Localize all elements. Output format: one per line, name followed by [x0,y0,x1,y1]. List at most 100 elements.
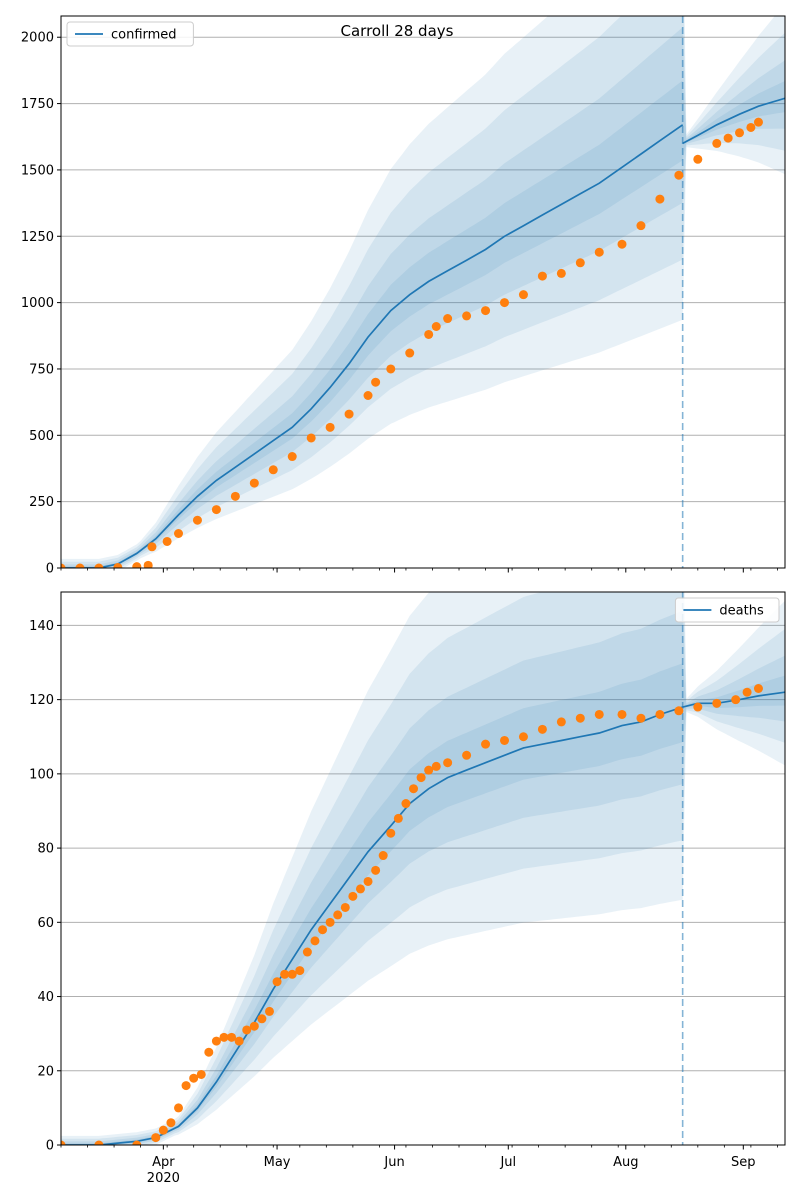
uncertainty-band [61,592,785,1145]
observed-point [287,969,297,979]
observed-point [518,732,528,742]
observed-point [655,194,665,204]
observed-point [181,1081,191,1091]
observed-point [61,563,66,568]
observed-point [462,311,472,321]
x-year-label: 2020 [147,1171,180,1186]
observed-point [617,709,627,719]
uncertainty-band [61,27,785,568]
observed-point [556,268,566,278]
observed-point [617,239,627,249]
observed-point [405,348,415,358]
observed-point [386,828,396,838]
observed-point [499,298,509,308]
observed-point [424,765,434,775]
observed-point [636,221,646,231]
observed-point [409,784,419,794]
observed-point [174,1103,184,1113]
observed-point [132,562,142,568]
legend-label: deaths [719,604,764,619]
y-tick-label: 2000 [21,31,54,46]
observed-point [94,563,104,568]
y-tick-label: 0 [46,1139,54,1154]
observed-point [325,422,335,432]
uncertainty-band [61,16,785,568]
y-tick-label: 750 [29,362,54,377]
observed-point [481,739,491,749]
observed-point [443,758,453,768]
observed-point [94,1140,104,1145]
observed-point [386,364,396,374]
observed-point [61,1140,66,1145]
observed-point [712,698,722,708]
observed-point [636,713,646,723]
axes-frame [60,15,786,569]
observed-point [393,813,403,823]
observed-point [257,1014,267,1024]
observed-point [556,717,566,727]
observed-point [401,799,411,809]
x-tick-label: Jun [383,1155,404,1170]
observed-point [204,1047,214,1057]
observed-point [371,865,381,875]
confirmed-panel: 0 250 500 750 1000 1250 1500 1750 2000 confirmed [21,15,786,577]
y-tick-label: 20 [37,1064,54,1079]
y-tick-label: 140 [29,619,54,634]
x-tick-label: Apr [152,1155,175,1170]
observed-point [537,724,547,734]
observed-point [302,947,312,957]
uncertainty-band [61,663,785,1145]
y-tick-label: 100 [29,767,54,782]
observed-point [268,465,278,475]
observed-point [355,884,365,894]
x-tick-label: May [264,1155,291,1170]
observed-point [192,515,202,525]
observed-point [196,1069,206,1079]
observed-point [371,377,381,387]
observed-point [693,154,703,164]
y-tick-label: 0 [46,562,54,577]
deaths-panel: 0 20 40 60 80 100 120 140 Apr May Jun Jul Aug Sep 2020… [29,591,786,1186]
observed-point [234,1036,244,1046]
observed-point [249,478,259,488]
legend-box [674,597,780,623]
observed-point [575,258,585,268]
x-tick-label: Sep [731,1155,756,1170]
observed-point [211,1036,221,1046]
observed-point [363,391,373,400]
y-tick-label: 1750 [21,97,54,112]
observed-point [537,271,547,281]
legend-label: confirmed [111,28,177,43]
observed-point [431,322,441,331]
observed-point [287,452,297,462]
legend-box [66,21,194,47]
observed-point [674,706,684,716]
observed-point [333,910,343,920]
observed-point [723,133,733,143]
y-tick-label: 250 [29,495,54,510]
y-tick-label: 40 [37,990,54,1005]
observed-point [378,851,388,861]
y-tick-label: 60 [37,916,54,931]
observed-point [158,1125,168,1135]
observed-point [272,977,282,987]
observed-point [363,876,373,886]
observed-point [280,969,290,979]
observed-point [132,1140,142,1145]
observed-point [227,1032,237,1042]
observed-point [189,1073,199,1083]
observed-point [481,306,491,316]
observed-point [211,505,221,515]
plot-area [61,16,785,568]
observed-point [655,709,665,719]
observed-point [731,695,741,705]
observed-point [242,1025,252,1035]
observed-point [712,138,722,148]
observed-point [424,329,434,339]
observed-point [753,683,763,693]
uncertainty-band [61,610,785,1145]
y-tick-label: 80 [37,842,54,857]
observed-point [162,536,172,546]
observed-point [75,563,85,568]
